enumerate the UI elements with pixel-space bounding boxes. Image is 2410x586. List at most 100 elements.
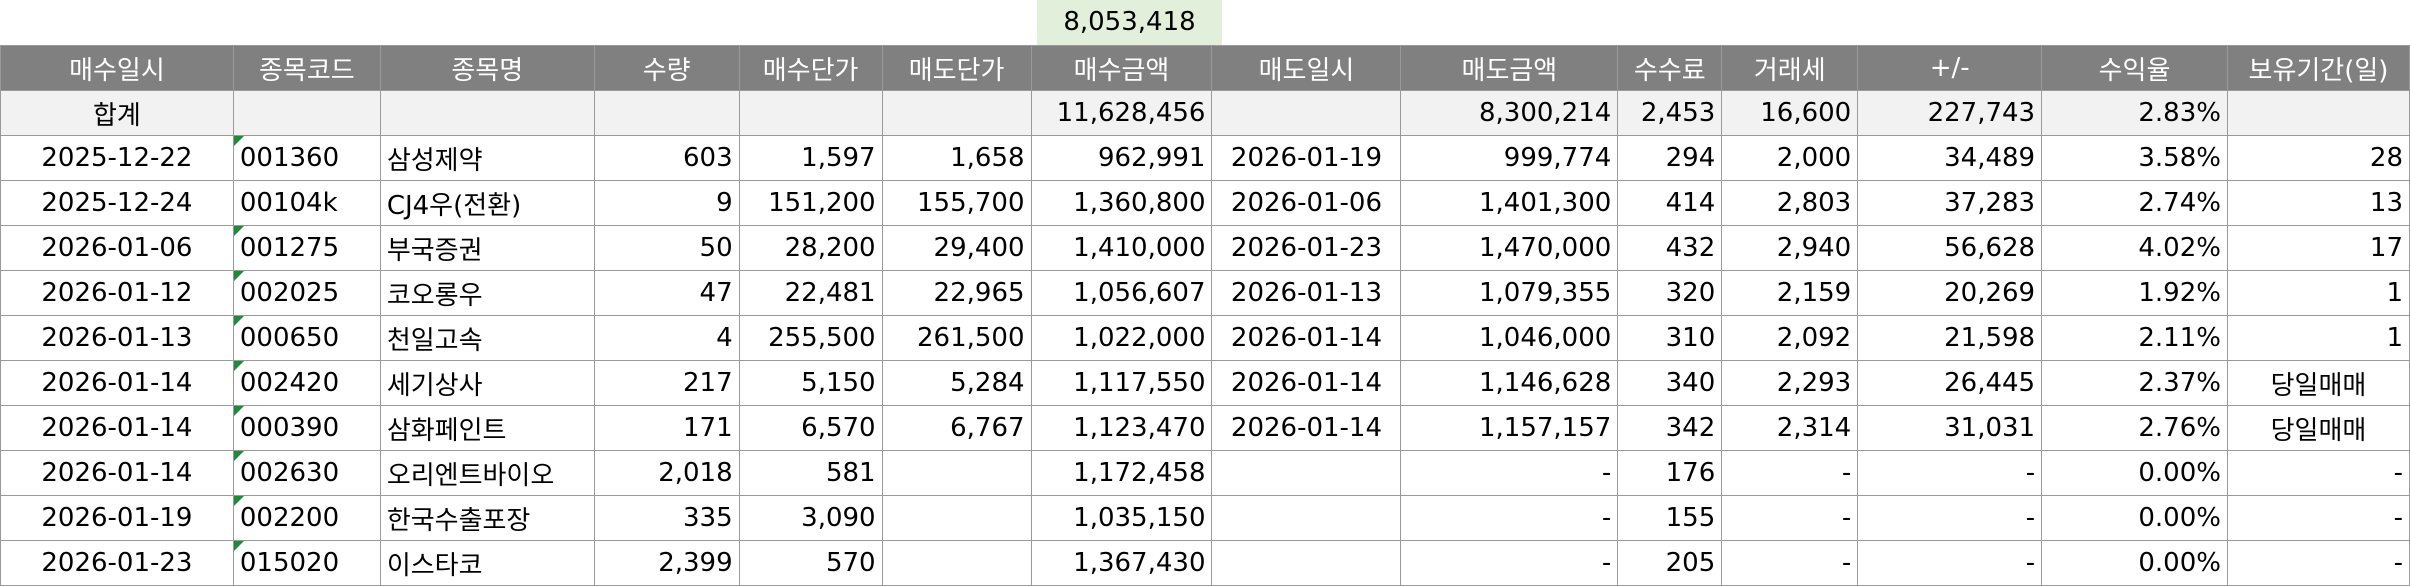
cell-sell-amount[interactable]: 1,157,157 bbox=[1400, 405, 1619, 451]
cell-buy-price[interactable]: 6,570 bbox=[738, 405, 883, 451]
cell-buy-price[interactable]: 581 bbox=[738, 450, 883, 496]
cell-rate[interactable]: 2.37% bbox=[2041, 360, 2228, 406]
cell-sell-amount[interactable]: 999,774 bbox=[1400, 135, 1619, 181]
cell-buy-price[interactable]: 255,500 bbox=[738, 315, 883, 361]
cell-fee[interactable]: 342 bbox=[1617, 405, 1723, 451]
cell-rate[interactable]: 0.00% bbox=[2041, 540, 2228, 586]
cell-code[interactable]: 015020 bbox=[232, 540, 381, 586]
cell-hold[interactable]: 1 bbox=[2226, 315, 2410, 361]
cell-buy-amount[interactable]: 1,360,800 bbox=[1030, 180, 1213, 226]
cell-buy-price[interactable]: 28,200 bbox=[738, 225, 883, 271]
cell-hold[interactable]: - bbox=[2226, 540, 2410, 586]
cell-sell-amount[interactable]: - bbox=[1400, 495, 1619, 541]
header-pl[interactable]: +/- bbox=[1857, 45, 2043, 91]
header-buy-amount[interactable]: 매수금액 bbox=[1030, 45, 1213, 91]
cell-qty[interactable]: 603 bbox=[593, 135, 740, 181]
cell-buy-date[interactable]: 2026-01-14 bbox=[0, 405, 234, 451]
cell-sell-price[interactable]: 29,400 bbox=[881, 225, 1032, 271]
cell-name[interactable]: 한국수출포장 bbox=[379, 495, 595, 541]
header-tax[interactable]: 거래세 bbox=[1721, 45, 1859, 91]
cell-pl[interactable]: 34,489 bbox=[1857, 135, 2043, 181]
cell-code[interactable]: 001360 bbox=[232, 135, 381, 181]
cell-hold[interactable]: 당일매매 bbox=[2226, 360, 2410, 406]
cell-buy-date[interactable]: 2025-12-22 bbox=[0, 135, 234, 181]
cell-fee[interactable]: 205 bbox=[1617, 540, 1723, 586]
cell-pl[interactable]: 26,445 bbox=[1857, 360, 2043, 406]
cell-code[interactable]: 000650 bbox=[232, 315, 381, 361]
cell-fee[interactable]: 294 bbox=[1617, 135, 1723, 181]
header-hold[interactable]: 보유기간(일) bbox=[2226, 45, 2410, 91]
cell-hold[interactable]: 당일매매 bbox=[2226, 405, 2410, 451]
cell-hold[interactable]: 13 bbox=[2226, 180, 2410, 226]
cell-name[interactable]: 삼성제약 bbox=[379, 135, 595, 181]
header-code[interactable]: 종목코드 bbox=[232, 45, 381, 91]
cell-sell-price[interactable] bbox=[881, 540, 1032, 586]
cell-sell-date[interactable]: 2026-01-14 bbox=[1211, 315, 1402, 361]
cell-pl[interactable]: - bbox=[1857, 495, 2043, 541]
cell-sell-amount[interactable]: 1,079,355 bbox=[1400, 270, 1619, 316]
cell-buy-date[interactable]: 2026-01-19 bbox=[0, 495, 234, 541]
cell-qty[interactable]: 2,399 bbox=[593, 540, 740, 586]
header-sell-price[interactable]: 매도단가 bbox=[881, 45, 1032, 91]
cell-pl[interactable]: - bbox=[1857, 540, 2043, 586]
cell-qty[interactable]: 50 bbox=[593, 225, 740, 271]
cell-tax[interactable]: 2,803 bbox=[1721, 180, 1859, 226]
cell-rate[interactable]: 1.92% bbox=[2041, 270, 2228, 316]
cell-buy-amount[interactable]: 1,117,550 bbox=[1030, 360, 1213, 406]
cell-buy-date[interactable]: 2026-01-23 bbox=[0, 540, 234, 586]
header-fee[interactable]: 수수료 bbox=[1617, 45, 1723, 91]
cell-buy-date[interactable]: 2026-01-13 bbox=[0, 315, 234, 361]
cell-hold[interactable]: - bbox=[2226, 450, 2410, 496]
header-qty[interactable]: 수량 bbox=[593, 45, 740, 91]
cell-fee[interactable]: 414 bbox=[1617, 180, 1723, 226]
cell-code[interactable]: 002420 bbox=[232, 360, 381, 406]
cell-sell-date[interactable]: 2026-01-23 bbox=[1211, 225, 1402, 271]
cell-hold[interactable]: - bbox=[2226, 495, 2410, 541]
cell-buy-amount[interactable]: 1,172,458 bbox=[1030, 450, 1213, 496]
cell-code[interactable]: 000390 bbox=[232, 405, 381, 451]
cell-buy-date[interactable]: 2026-01-06 bbox=[0, 225, 234, 271]
cell-hold[interactable]: 1 bbox=[2226, 270, 2410, 316]
cell-sell-amount[interactable]: - bbox=[1400, 540, 1619, 586]
cell-fee[interactable]: 432 bbox=[1617, 225, 1723, 271]
cell-pl[interactable]: 21,598 bbox=[1857, 315, 2043, 361]
cell-tax[interactable]: 2,314 bbox=[1721, 405, 1859, 451]
cell-buy-price[interactable]: 3,090 bbox=[738, 495, 883, 541]
cell-fee[interactable]: 310 bbox=[1617, 315, 1723, 361]
cell-hold[interactable]: 17 bbox=[2226, 225, 2410, 271]
cell-name[interactable]: 이스타코 bbox=[379, 540, 595, 586]
summary-label[interactable]: 합계 bbox=[0, 90, 234, 136]
summary-empty-cell[interactable] bbox=[232, 90, 381, 136]
header-rate[interactable]: 수익율 bbox=[2041, 45, 2228, 91]
cell-name[interactable]: 세기상사 bbox=[379, 360, 595, 406]
cell-tax[interactable]: 2,092 bbox=[1721, 315, 1859, 361]
cell-tax[interactable]: 2,293 bbox=[1721, 360, 1859, 406]
cell-sell-date[interactable]: 2026-01-14 bbox=[1211, 360, 1402, 406]
cell-buy-price[interactable]: 5,150 bbox=[738, 360, 883, 406]
cell-sell-amount[interactable]: 1,470,000 bbox=[1400, 225, 1619, 271]
cell-sell-price[interactable] bbox=[881, 495, 1032, 541]
cell-name[interactable]: 삼화페인트 bbox=[379, 405, 595, 451]
cell-name[interactable]: 오리엔트바이오 bbox=[379, 450, 595, 496]
cell-pl[interactable]: 37,283 bbox=[1857, 180, 2043, 226]
summary-fee[interactable]: 2,453 bbox=[1617, 90, 1723, 136]
header-sell-date[interactable]: 매도일시 bbox=[1211, 45, 1402, 91]
cell-qty[interactable]: 9 bbox=[593, 180, 740, 226]
cell-pl[interactable]: 31,031 bbox=[1857, 405, 2043, 451]
cell-buy-amount[interactable]: 1,056,607 bbox=[1030, 270, 1213, 316]
cell-buy-amount[interactable]: 1,022,000 bbox=[1030, 315, 1213, 361]
cell-buy-date[interactable]: 2026-01-14 bbox=[0, 450, 234, 496]
cell-qty[interactable]: 4 bbox=[593, 315, 740, 361]
cell-rate[interactable]: 0.00% bbox=[2041, 450, 2228, 496]
cell-sell-price[interactable]: 1,658 bbox=[881, 135, 1032, 181]
cell-buy-date[interactable]: 2026-01-14 bbox=[0, 360, 234, 406]
cell-fee[interactable]: 340 bbox=[1617, 360, 1723, 406]
cell-sell-price[interactable]: 22,965 bbox=[881, 270, 1032, 316]
summary-empty-cell[interactable] bbox=[881, 90, 1032, 136]
cell-sell-date[interactable]: 2026-01-06 bbox=[1211, 180, 1402, 226]
cell-code[interactable]: 002200 bbox=[232, 495, 381, 541]
cell-name[interactable]: 코오롱우 bbox=[379, 270, 595, 316]
cell-code[interactable]: 002025 bbox=[232, 270, 381, 316]
cell-code[interactable]: 002630 bbox=[232, 450, 381, 496]
cell-name[interactable]: 부국증권 bbox=[379, 225, 595, 271]
